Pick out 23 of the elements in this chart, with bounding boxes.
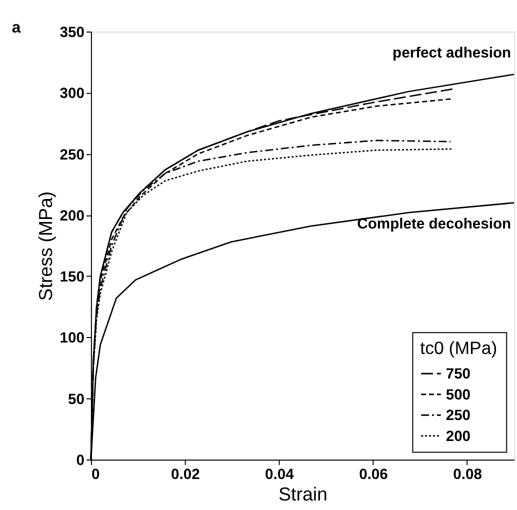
legend-label: 750 (446, 366, 471, 383)
x-tick-label: 0.08 (453, 466, 482, 483)
annotation: Complete decohesion (357, 216, 512, 232)
text: a (12, 20, 21, 37)
y-tick-label: 300 (60, 86, 85, 102)
y-tick-label: 150 (60, 270, 85, 286)
y-tick-label: 250 (60, 147, 85, 164)
y-tick-label: 50 (68, 392, 85, 408)
legend-label: 500 (446, 387, 471, 404)
x-tick-label: 0 (91, 466, 100, 483)
y-tick-label: 200 (60, 208, 85, 224)
x-tick-label: 0.04 (265, 466, 295, 483)
legend-label: 200 (446, 428, 471, 445)
legend-title: tc0 (MPa) (420, 338, 498, 358)
annotation: perfect adhesion (392, 46, 512, 62)
y-tick-label: 0 (76, 453, 85, 470)
y-axis-title: Stress (MPa) (34, 191, 56, 301)
x-tick-label: 0.06 (359, 466, 388, 483)
x-axis-title: Strain (278, 484, 328, 505)
y-tick-label: 100 (60, 330, 85, 347)
y-tick-label: 350 (60, 25, 85, 42)
legend-label: 250 (446, 408, 471, 424)
x-tick-label: 0.02 (171, 466, 200, 483)
